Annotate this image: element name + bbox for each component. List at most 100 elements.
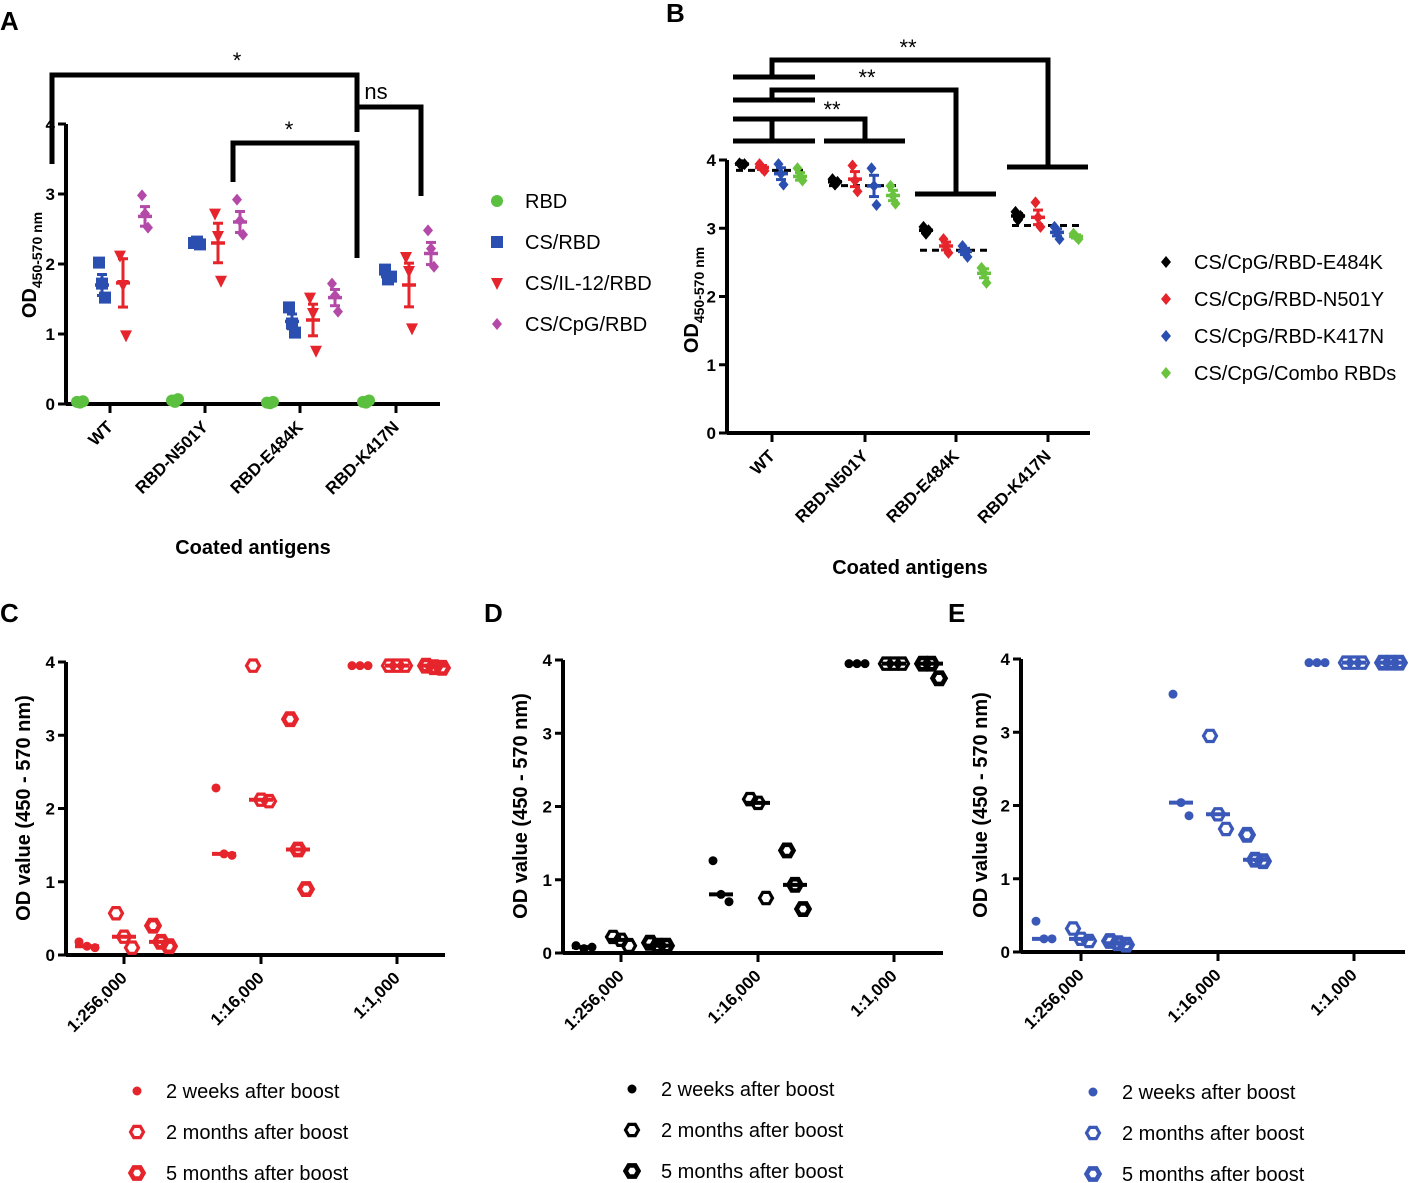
series-cs-cpg-rbd-k417n xyxy=(773,158,1065,263)
legend-label: CS/CpG/RBD-E484K xyxy=(1194,252,1384,274)
significance-bracket xyxy=(230,140,360,258)
series-cs-cpg-combo-rbds xyxy=(792,162,1084,289)
data-point xyxy=(143,221,153,234)
data-point xyxy=(280,711,300,728)
data-point xyxy=(1168,689,1178,699)
data-point xyxy=(304,292,316,305)
data-point xyxy=(921,655,941,672)
data-point xyxy=(981,276,992,289)
data-point xyxy=(235,214,245,227)
data-point xyxy=(137,189,147,202)
legend-marker xyxy=(1084,1125,1102,1141)
legend-label: CS/CpG/RBD-N501Y xyxy=(1194,289,1384,311)
data-point xyxy=(1039,934,1049,944)
data-point xyxy=(211,783,221,793)
y-axis-label: OD450-570 nm xyxy=(19,212,45,318)
legend-marker xyxy=(627,1084,637,1094)
data-point xyxy=(929,670,949,687)
chart-d: 0 1 2 3 4 1:256,000 1:16,000 1:1,000 OD value (4… xyxy=(510,651,949,1183)
x-tick-label: RBD-K417N xyxy=(322,417,403,498)
data-point xyxy=(656,937,676,954)
legend-label: CS/CpG/RBD xyxy=(525,314,647,336)
data-point xyxy=(1015,209,1026,222)
data-point xyxy=(979,267,989,280)
data-point xyxy=(1201,728,1219,744)
data-point xyxy=(1184,811,1194,821)
data-point xyxy=(363,394,375,407)
legend-label: 5 months after boost xyxy=(661,1161,844,1183)
significance-bracket xyxy=(49,72,360,164)
data-point xyxy=(283,301,295,314)
y-tick-label: 1 xyxy=(46,873,55,892)
data-point xyxy=(260,793,278,809)
data-point xyxy=(620,938,638,953)
data-point xyxy=(123,940,141,955)
data-point xyxy=(1054,233,1065,246)
data-point xyxy=(296,881,316,898)
y-axis-label-main: OD xyxy=(681,323,703,353)
x-tick-label: 1:16,000 xyxy=(207,968,268,1029)
data-point xyxy=(778,178,789,191)
data-point xyxy=(797,174,808,187)
data-point xyxy=(327,277,337,290)
chart-b: 0 1 2 3 4 WT RBD-N501Y RBD-E484K RBD-K417N OD450-… xyxy=(681,35,1396,579)
data-point xyxy=(1035,220,1046,233)
data-point xyxy=(793,901,813,918)
data-point xyxy=(1080,933,1098,949)
legend-marker xyxy=(132,1086,142,1096)
data-point xyxy=(579,944,589,954)
data-point xyxy=(885,179,896,192)
chart-e: 0 1 2 3 4 1:256,000 1:16,000 1:1,000 OD value (4… xyxy=(970,650,1409,1183)
x-tick-label: 1:256,000 xyxy=(1020,965,1088,1033)
series-rbd xyxy=(71,393,375,410)
y-axis-label-sub: 450-570 nm xyxy=(29,212,45,288)
data-point xyxy=(1209,807,1227,822)
data-point xyxy=(716,889,726,899)
significance-label: ** xyxy=(899,35,917,60)
legend-marker xyxy=(1161,293,1171,305)
data-point xyxy=(426,242,436,255)
data-point xyxy=(212,231,224,243)
data-point xyxy=(140,207,150,220)
legend-label: CS/IL-12/RBD xyxy=(525,273,652,295)
data-point xyxy=(117,280,129,292)
legend-marker xyxy=(623,1122,641,1138)
data-point xyxy=(759,164,770,177)
y-tick-label: 3 xyxy=(46,726,55,745)
x-axis-label: Coated antigens xyxy=(832,557,988,579)
significance-bracket xyxy=(769,57,1051,167)
legend-label: 2 weeks after boost xyxy=(166,1081,340,1103)
x-tick-label: 1:1,000 xyxy=(847,966,901,1020)
x-tick-label: RBD-N501Y xyxy=(792,446,873,527)
y-tick-label: 2 xyxy=(707,288,716,307)
data-point xyxy=(1312,658,1322,668)
legend-label: 2 months after boost xyxy=(661,1120,844,1142)
data-point xyxy=(1353,655,1371,670)
legend-marker xyxy=(128,1124,146,1140)
data-point xyxy=(852,659,862,669)
data-point xyxy=(943,246,954,259)
y-tick-label: 0 xyxy=(1001,943,1010,962)
x-tick-label: WT xyxy=(747,446,780,479)
significance-label: * xyxy=(285,117,294,142)
legend-label: 5 months after boost xyxy=(166,1163,349,1183)
data-point xyxy=(347,661,357,671)
y-tick-label: 0 xyxy=(707,424,716,443)
data-point xyxy=(893,656,911,671)
data-point xyxy=(785,876,805,893)
data-point xyxy=(406,323,418,336)
series-cs-il-12-rbd xyxy=(114,208,418,358)
data-point xyxy=(852,185,863,198)
series-5-months-after-boost xyxy=(640,655,949,954)
data-point xyxy=(1304,658,1314,668)
data-point xyxy=(1253,853,1273,870)
y-tick-label: 3 xyxy=(707,219,716,238)
data-point xyxy=(1047,934,1057,944)
y-tick-label: 1 xyxy=(46,325,55,344)
y-tick-label: 4 xyxy=(707,151,717,170)
legend-label: 5 months after boost xyxy=(1122,1164,1305,1183)
data-point xyxy=(1176,798,1186,808)
data-point xyxy=(773,158,784,171)
data-point xyxy=(227,850,237,860)
legend-label: 2 months after boost xyxy=(1122,1123,1305,1145)
